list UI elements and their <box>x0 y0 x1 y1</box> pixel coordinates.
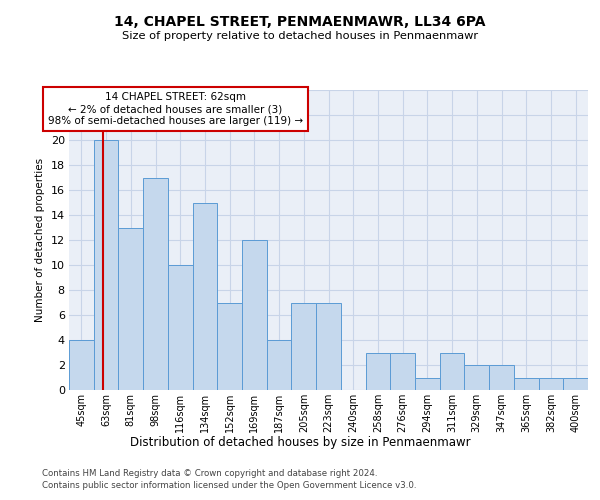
Bar <box>390 352 415 390</box>
Bar <box>415 378 440 390</box>
Bar <box>193 202 217 390</box>
Text: Contains HM Land Registry data © Crown copyright and database right 2024.: Contains HM Land Registry data © Crown c… <box>42 468 377 477</box>
Bar <box>168 265 193 390</box>
Bar <box>292 302 316 390</box>
Bar <box>316 302 341 390</box>
Text: 14 CHAPEL STREET: 62sqm
← 2% of detached houses are smaller (3)
98% of semi-deta: 14 CHAPEL STREET: 62sqm ← 2% of detached… <box>48 92 303 126</box>
Bar <box>489 365 514 390</box>
Bar <box>464 365 489 390</box>
Bar <box>118 228 143 390</box>
Bar <box>514 378 539 390</box>
Bar <box>267 340 292 390</box>
Bar <box>440 352 464 390</box>
Bar <box>69 340 94 390</box>
Bar <box>94 140 118 390</box>
Text: Contains public sector information licensed under the Open Government Licence v3: Contains public sector information licen… <box>42 481 416 490</box>
Y-axis label: Number of detached properties: Number of detached properties <box>35 158 45 322</box>
Bar <box>563 378 588 390</box>
Bar <box>242 240 267 390</box>
Bar <box>365 352 390 390</box>
Bar <box>217 302 242 390</box>
Text: Distribution of detached houses by size in Penmaenmawr: Distribution of detached houses by size … <box>130 436 470 449</box>
Text: Size of property relative to detached houses in Penmaenmawr: Size of property relative to detached ho… <box>122 31 478 41</box>
Bar <box>539 378 563 390</box>
Text: 14, CHAPEL STREET, PENMAENMAWR, LL34 6PA: 14, CHAPEL STREET, PENMAENMAWR, LL34 6PA <box>114 15 486 29</box>
Bar <box>143 178 168 390</box>
